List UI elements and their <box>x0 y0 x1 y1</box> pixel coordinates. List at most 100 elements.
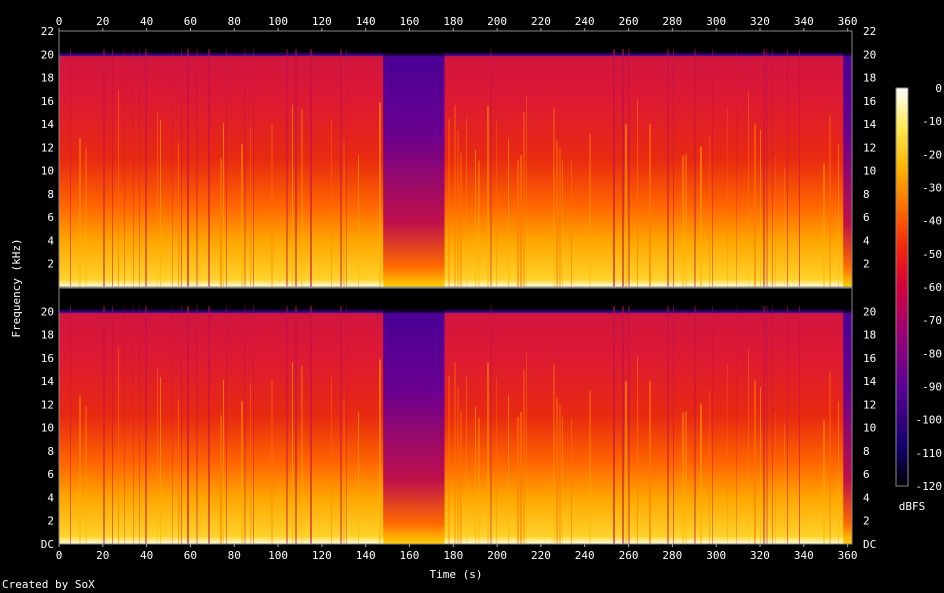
y-tick-label-right: 14 <box>863 118 877 131</box>
x-tick-label-bottom: 140 <box>356 549 376 562</box>
spectral-texture-stripe <box>523 369 525 544</box>
x-axis-label: Time (s) <box>430 568 483 581</box>
x-tick-label-top: 100 <box>268 15 288 28</box>
spectral-texture-stripe <box>526 95 527 287</box>
spectral-texture-stripe <box>496 120 497 287</box>
spectral-texture-stripe <box>736 49 737 287</box>
spectral-texture-stripe <box>562 160 563 287</box>
y-tick-label-right: 10 <box>863 422 876 435</box>
x-tick-label-bottom: 320 <box>750 549 770 562</box>
x-tick-label-top: 340 <box>794 15 814 28</box>
x-tick-label-top: 80 <box>228 15 241 28</box>
spectral-texture-stripe <box>775 412 776 544</box>
spectral-texture-stripe <box>178 142 179 287</box>
x-tick-label-top: 0 <box>56 15 63 28</box>
y-tick-label-left: 18 <box>41 72 54 85</box>
spectral-texture-stripe <box>487 105 489 287</box>
spectral-texture-stripe <box>292 104 293 288</box>
spectral-texture-stripe <box>556 397 558 544</box>
spectral-texture-stripe <box>301 365 303 544</box>
y-tick-label-left: 22 <box>41 25 54 38</box>
spectral-texture-stripe <box>487 362 489 544</box>
spectral-texture-stripe <box>139 49 140 287</box>
y-tick-label-right: 4 <box>863 491 870 504</box>
spectral-texture-stripe <box>478 417 480 544</box>
x-axis-top: 0 20 40 60 80 100 120 140 160 180 200 220 240 260 280 3… <box>56 15 858 31</box>
spectral-texture-stripe <box>457 130 459 287</box>
spectral-texture-stripe <box>118 347 119 544</box>
spectral-texture-stripe <box>649 123 651 287</box>
spectral-texture-stripe <box>244 306 246 544</box>
spectral-texture-stripe <box>490 49 492 287</box>
y-tick-label-left: 14 <box>41 118 55 131</box>
spectral-texture-stripe <box>250 126 251 287</box>
spectral-texture-stripe <box>673 49 674 287</box>
channel-2-panel <box>58 287 853 545</box>
spectral-texture-stripe <box>295 49 297 287</box>
spectral-texture-stripe <box>622 49 624 287</box>
spectral-texture-stripe <box>727 363 728 544</box>
spectral-texture-stripe <box>124 49 125 287</box>
spectral-texture-stripe <box>70 306 71 544</box>
y-tick-label-left: 2 <box>47 258 54 271</box>
spectral-texture-stripe <box>712 49 713 287</box>
x-tick-label-bottom: 260 <box>619 549 639 562</box>
spectral-texture-stripe <box>682 412 684 544</box>
colorbar-tick-label: -80 <box>922 347 942 360</box>
x-tick-label-bottom: 80 <box>228 549 241 562</box>
colorbar-tick-label: -60 <box>922 281 942 294</box>
channel-2-frame <box>58 287 853 545</box>
colorbar-tick-label: -30 <box>922 182 942 195</box>
spectral-texture-stripe <box>526 352 527 544</box>
y-tick-label-left: 10 <box>41 165 54 178</box>
spectral-texture-stripe <box>625 381 627 544</box>
spectral-texture-stripe <box>508 138 509 287</box>
spectral-texture-stripe <box>157 111 158 287</box>
spectral-texture-stripe <box>118 90 119 288</box>
colorbar-tick-label: -20 <box>922 148 942 161</box>
spectral-texture-stripe <box>70 49 71 287</box>
spectral-texture-stripe <box>187 49 189 287</box>
spectral-texture-stripe <box>466 375 467 544</box>
spectral-texture-stripe <box>343 398 345 544</box>
spectral-texture-stripe <box>622 306 624 544</box>
spectral-texture-stripe <box>754 123 756 287</box>
spectral-texture-stripe <box>133 306 134 544</box>
spectral-texture-stripe <box>667 306 669 544</box>
x-tick-label-bottom: 220 <box>531 549 551 562</box>
spectral-texture-stripe <box>685 154 687 287</box>
x-tick-label-bottom: 20 <box>96 549 109 562</box>
y-tick-label-right: 18 <box>863 72 876 85</box>
channel-1-quiet-section <box>383 31 445 287</box>
spectral-texture-stripe <box>271 122 273 287</box>
spectral-texture-stripe <box>253 49 254 287</box>
spectral-texture-stripe <box>772 49 773 287</box>
y-tick-label-right: 12 <box>863 141 876 154</box>
y-tick-label-right: 12 <box>863 398 876 411</box>
y-tick-label-right: 10 <box>863 165 876 178</box>
y-tick-label-right: 6 <box>863 211 870 224</box>
x-tick-label-top: 20 <box>96 15 109 28</box>
spectral-texture-stripe <box>112 306 113 544</box>
colorbar-tick-label: -90 <box>922 381 942 394</box>
x-tick-label-top: 360 <box>838 15 858 28</box>
spectral-texture-stripe <box>766 306 768 544</box>
x-tick-label-top: 40 <box>140 15 153 28</box>
spectral-texture-stripe <box>490 306 492 544</box>
spectral-texture-stripe <box>517 417 519 544</box>
spectral-texture-stripe <box>694 306 696 544</box>
spectral-texture-stripe <box>85 405 87 544</box>
spectral-texture-stripe <box>748 90 749 287</box>
spectral-texture-stripe <box>613 49 615 287</box>
spectral-texture-stripe <box>589 133 591 287</box>
spectral-texture-stripe <box>226 49 227 287</box>
y-tick-label-right: DC <box>863 538 876 551</box>
x-tick-label-bottom: 300 <box>706 549 726 562</box>
spectral-texture-stripe <box>358 155 359 287</box>
spectral-texture-stripe <box>112 49 113 287</box>
spectral-texture-stripe <box>208 306 210 544</box>
y-tick-label-right: 8 <box>863 445 870 458</box>
spectral-texture-stripe <box>145 306 147 544</box>
spectral-texture-stripe <box>673 306 674 544</box>
